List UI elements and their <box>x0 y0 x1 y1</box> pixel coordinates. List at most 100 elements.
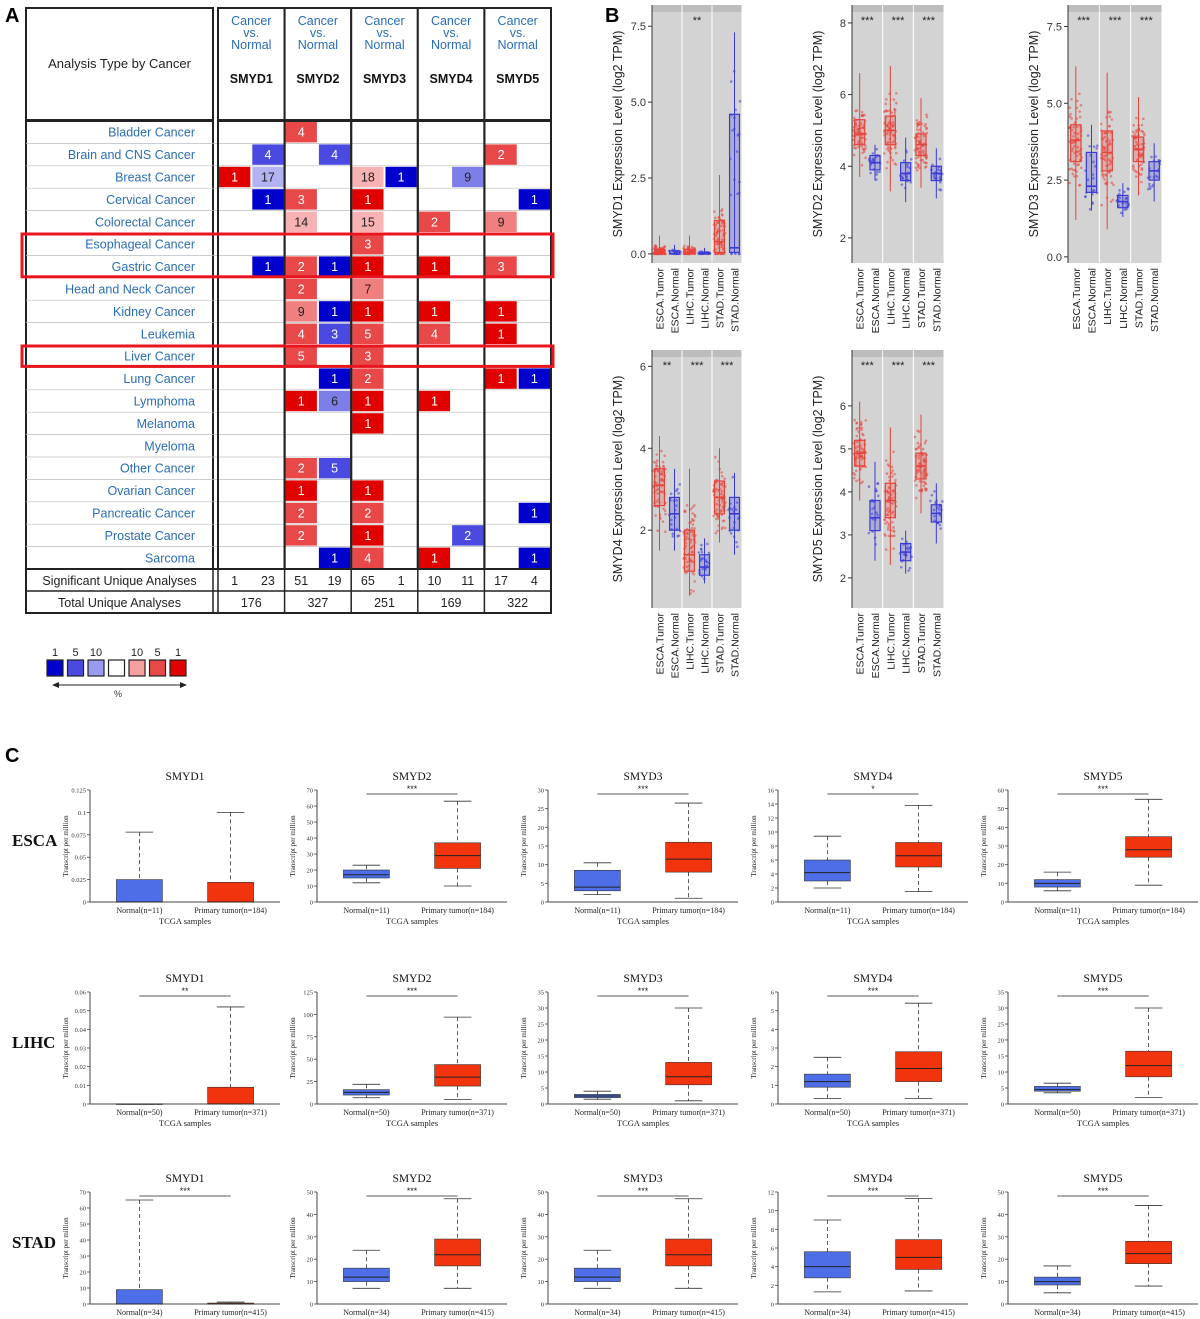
jitter-point <box>859 137 863 140</box>
facet-strip <box>913 350 944 357</box>
heatmap-cell <box>418 301 451 322</box>
jitter-point <box>894 478 897 482</box>
y-tick-label: 50 <box>307 820 314 827</box>
heatmap-cell <box>352 166 384 188</box>
y-tick-label: 0 <box>310 1102 313 1109</box>
y-tick-label: 0.05 <box>75 855 86 862</box>
legend-swatch <box>46 659 64 677</box>
jitter-point <box>855 421 859 425</box>
y-tick-label: 50 <box>998 806 1005 813</box>
x-tick-label: Normal(n=50) <box>804 1108 851 1117</box>
y-tick-label: 0.06 <box>75 990 87 997</box>
jitter-point <box>1072 162 1076 166</box>
plot-title: SMYD5 <box>1084 973 1123 985</box>
jitter-point <box>886 513 890 516</box>
cancer-vs-normal-label: Normal <box>431 38 471 52</box>
jitter-point <box>1108 124 1111 128</box>
cancer-label: Other Cancer <box>120 462 195 476</box>
jitter-point <box>855 440 859 444</box>
heatmap-cell <box>285 323 317 344</box>
jitter-point <box>1101 175 1105 179</box>
legend-swatch <box>148 659 167 677</box>
jitter-point <box>1091 189 1094 192</box>
jitter-point <box>692 519 696 522</box>
jitter-point <box>933 514 936 518</box>
x-tick-label: LIHC.Normal <box>700 613 712 674</box>
heatmap-cell-value: 1 <box>298 395 305 409</box>
tumor-box <box>207 1086 254 1105</box>
heatmap-cell <box>352 525 384 546</box>
cancer-vs-normal-label: vs. <box>510 26 526 40</box>
heatmap-cell-value: 4 <box>331 148 338 162</box>
x-tick-label: Normal(n=11) <box>116 906 162 915</box>
jitter-point <box>892 98 896 101</box>
y-tick-label: 1 <box>771 1083 774 1090</box>
significance-mark: *** <box>861 15 875 27</box>
jitter-point <box>855 479 858 483</box>
y-tick-label: 60 <box>998 788 1005 795</box>
jitter-point <box>890 496 894 500</box>
cancer-vs-normal-label: Cancer <box>498 14 538 28</box>
heatmap-cell <box>518 547 550 568</box>
panel-a-label: A <box>5 5 19 27</box>
jitter-point <box>729 80 733 83</box>
y-tick-label: 70 <box>307 788 314 795</box>
y-tick-label: 5 <box>541 881 544 888</box>
jitter-point <box>678 483 682 486</box>
y-tick-label: 75 <box>307 1034 314 1041</box>
jitter-point <box>720 490 724 493</box>
heatmap-cell <box>285 256 317 277</box>
heatmap-cell-value: 3 <box>298 193 305 207</box>
jitter-point <box>1150 155 1153 159</box>
heatmap-cell-value: 1 <box>331 305 338 319</box>
jitter-point <box>938 175 942 179</box>
facet-strip <box>883 5 913 12</box>
jitter-point <box>860 428 863 432</box>
normal-box <box>804 1251 851 1279</box>
jitter-point <box>683 509 686 513</box>
jitter-point <box>1078 92 1081 96</box>
y-tick-label: 12 <box>768 1190 775 1197</box>
jitter-point <box>722 519 726 522</box>
jitter-point <box>675 504 678 507</box>
y-tick-label: 2 <box>771 1283 774 1290</box>
jitter-point <box>891 475 894 478</box>
heatmap-cell-value: 1 <box>531 507 538 521</box>
heatmap-cell-value: 9 <box>498 215 505 229</box>
heatmap-cell-value: 2 <box>298 260 305 274</box>
jitter-point <box>1148 182 1151 186</box>
jitter-point <box>1118 192 1121 196</box>
heatmap-cell <box>285 211 317 232</box>
facet-strip <box>1068 5 1099 12</box>
jitter-point <box>891 158 895 162</box>
x-tick-label: LIHC.Normal <box>700 268 712 329</box>
jitter-point <box>915 169 919 172</box>
jitter-point <box>1086 134 1090 137</box>
y-tick-label: 20 <box>538 1257 545 1264</box>
jitter-point <box>719 252 723 256</box>
y-tick-label: 25 <box>998 1022 1005 1029</box>
jitter-point <box>1110 181 1114 185</box>
jitter-point <box>885 97 888 101</box>
jitter-point <box>691 571 694 574</box>
gene-header-box <box>483 7 552 121</box>
jitter-point <box>689 546 693 550</box>
jitter-point <box>719 510 723 513</box>
tumor-box <box>895 1239 942 1270</box>
y-tick-label: 0.03 <box>75 1046 86 1053</box>
heatmap-cell-value: 1 <box>231 171 238 185</box>
heatmap-cell-value: 1 <box>364 417 371 431</box>
jitter-point <box>1156 175 1159 179</box>
facet-background <box>852 350 883 608</box>
significant-value: 1 <box>398 574 405 588</box>
jitter-point <box>1124 196 1128 200</box>
y-tick-label: 70 <box>80 1190 87 1197</box>
jitter-point <box>914 161 918 164</box>
y-tick-label: 0.025 <box>71 877 86 884</box>
jitter-point <box>861 114 864 118</box>
legend-value: 1 <box>52 647 58 659</box>
jitter-point <box>729 193 733 197</box>
jitter-point <box>1068 106 1072 109</box>
box <box>1101 130 1113 172</box>
x-tick-label: ESCA.Normal <box>670 613 682 678</box>
